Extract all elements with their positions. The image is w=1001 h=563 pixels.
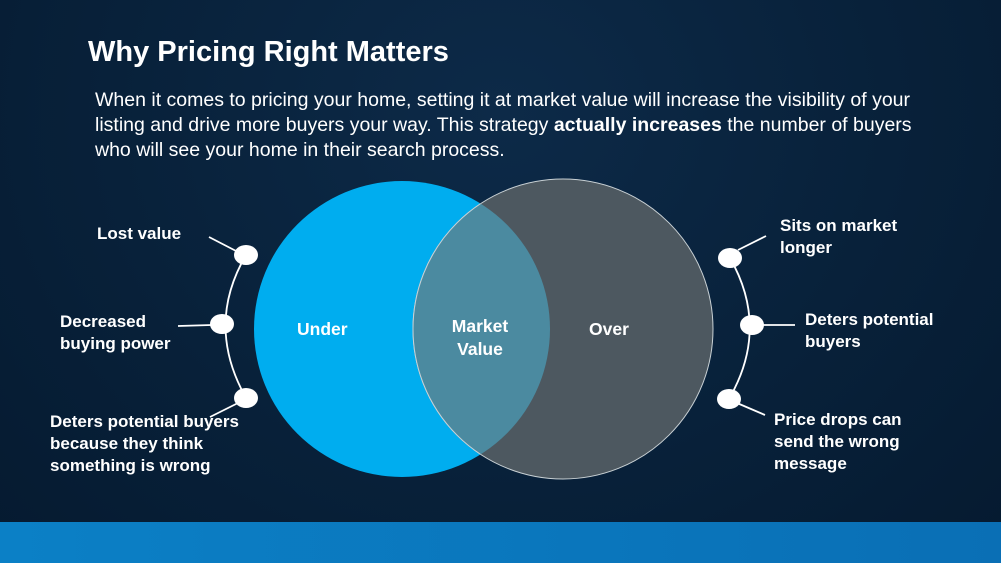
connector-line [177,324,213,327]
footer-bar [0,522,1001,563]
over-label: Over [589,319,629,339]
market-value-overlap [413,181,550,477]
bullet-dot [740,315,764,335]
slide-title: Why Pricing Right Matters [88,36,449,68]
left-point-1: Lost value [97,224,182,243]
intro-text: When it comes to pricing your home, sett… [95,89,911,136]
intro-text-end: the number of buyers who will see your h… [95,114,912,161]
connector-line [737,235,767,251]
left-point-2: Decreased buying power [60,312,171,353]
market-value-line1: Market [451,316,509,336]
right-point-3: Price drops can send the wrong message [774,410,902,473]
intro-paragraph: When it comes to pricing your home, sett… [95,88,925,163]
left-point-3: Deters potential buyers because they thi… [50,412,239,475]
right-point-1: Sits on market longer [780,216,898,257]
intro-bold-text: actually increases [553,114,722,136]
bullet-dot [210,314,234,334]
bullet-dot [718,248,742,268]
market-value-line2: Value [457,339,503,359]
connector-line [736,402,766,416]
connector-line [208,236,239,253]
market-value-label: Market Value [440,315,520,361]
under-label: Under [297,319,348,339]
connector-line [209,402,239,418]
bullet-dot [717,389,741,409]
right-point-2: Deters potential buyers [805,310,934,351]
bullet-dot [234,388,258,408]
bullet-dot [234,245,258,265]
